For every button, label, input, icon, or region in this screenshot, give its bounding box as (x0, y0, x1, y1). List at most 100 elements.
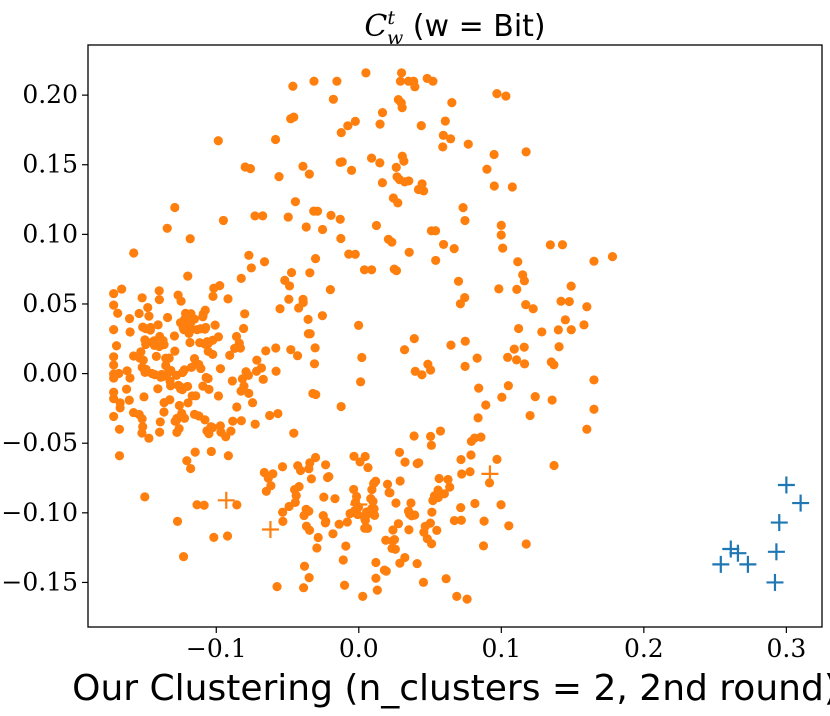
scatter-point (446, 340, 456, 350)
scatter-point (322, 472, 333, 483)
scatter-point (582, 424, 592, 434)
scatter-point (489, 181, 499, 191)
scatter-point (303, 314, 313, 324)
scatter-point (208, 291, 218, 302)
scatter-point (349, 451, 359, 461)
scatter-point (235, 343, 246, 353)
scatter-point (204, 429, 214, 439)
scatter-point-plus (766, 573, 784, 591)
scatter-point (177, 367, 188, 378)
scatter-point (582, 302, 592, 312)
scatter-point (166, 381, 176, 391)
title-subscript: w (387, 27, 403, 49)
x-axis-ticks: −0.1 0.0 0.1 0.2 0.3 (186, 627, 806, 663)
scatter-point-plus (481, 465, 499, 483)
scatter-point (251, 366, 262, 376)
scatter-point (162, 312, 173, 323)
scatter-point (155, 417, 165, 427)
scatter-point (288, 81, 298, 91)
scatter-point (381, 535, 391, 545)
scatter-point (496, 220, 506, 231)
scatter-point (244, 250, 254, 260)
scatter-point (438, 142, 448, 152)
scatter-point-plus (739, 555, 757, 573)
scatter-point (283, 212, 293, 222)
scatter-point (369, 478, 379, 489)
scatter-point (426, 539, 437, 549)
scatter-point (472, 353, 482, 363)
scatter-point (358, 591, 368, 601)
scatter-point (429, 491, 440, 501)
y-tick-label: −0.15 (1, 567, 78, 596)
scatter-point (363, 462, 373, 473)
scatter-point (350, 249, 360, 259)
scatter-point (470, 498, 480, 509)
scatter-point (246, 263, 256, 273)
scatter-point (359, 265, 370, 275)
scatter-point (545, 240, 555, 250)
y-tick-label: −0.10 (1, 498, 78, 527)
scatter-point (463, 139, 473, 149)
scatter-point (391, 266, 402, 276)
scatter-point (371, 573, 381, 583)
scatter-point (521, 147, 531, 157)
scatter-point-plus (217, 491, 235, 509)
scatter-point (462, 594, 472, 604)
scatter-point (236, 386, 246, 396)
scatter-point (137, 293, 147, 303)
scatter-point (383, 234, 394, 244)
scatter-point (278, 507, 288, 517)
scatter-point (121, 384, 132, 394)
scatter-point (313, 532, 323, 543)
scatter-point (438, 130, 448, 140)
scatter-point (400, 177, 410, 187)
scatter-point (345, 508, 355, 519)
scatter-point (375, 119, 385, 129)
scatter-point-plus (350, 495, 368, 513)
scatter-point (149, 336, 159, 346)
scatter-point (514, 323, 524, 334)
scatter-point (449, 244, 459, 254)
scatter-point (157, 369, 167, 380)
scatter-point (290, 197, 301, 207)
scatter-point (546, 357, 556, 367)
scatter-point (259, 257, 270, 267)
scatter-point (432, 525, 442, 535)
scatter-point (109, 288, 119, 299)
scatter-point (185, 234, 195, 244)
axes-frame (87, 44, 823, 628)
scatter-point (375, 158, 385, 168)
scatter-point-plus (729, 544, 747, 562)
scatter-point (196, 363, 206, 374)
scatter-point (497, 392, 507, 402)
scatter-point (519, 359, 530, 369)
scatter-point (513, 257, 523, 267)
x-tick-label: 0.3 (766, 634, 806, 663)
scatter-point (382, 479, 393, 489)
scatter-point (304, 169, 314, 179)
scatter-point (498, 243, 508, 253)
scatter-point (460, 292, 470, 303)
scatter-point (109, 369, 119, 379)
scatter-point (232, 500, 242, 510)
scatter-point (154, 295, 164, 305)
scatter-point (310, 254, 321, 264)
scatter-point (141, 339, 151, 350)
scatter-point (151, 351, 161, 361)
scatter-point (418, 577, 429, 587)
scatter-point (186, 362, 197, 373)
scatter-point (341, 541, 351, 551)
scatter-point (240, 309, 250, 319)
scatter-point (460, 336, 470, 346)
scatter-point (222, 531, 233, 541)
scatter-point (201, 322, 211, 333)
x-tick-label: −0.1 (186, 634, 247, 663)
scatter-point (344, 249, 354, 259)
scatter-point (521, 300, 531, 310)
scatter-point (395, 558, 405, 568)
scatter-point (274, 172, 284, 182)
scatter-point (203, 373, 213, 384)
scatter-point (435, 426, 446, 436)
scatter-point (393, 198, 403, 208)
